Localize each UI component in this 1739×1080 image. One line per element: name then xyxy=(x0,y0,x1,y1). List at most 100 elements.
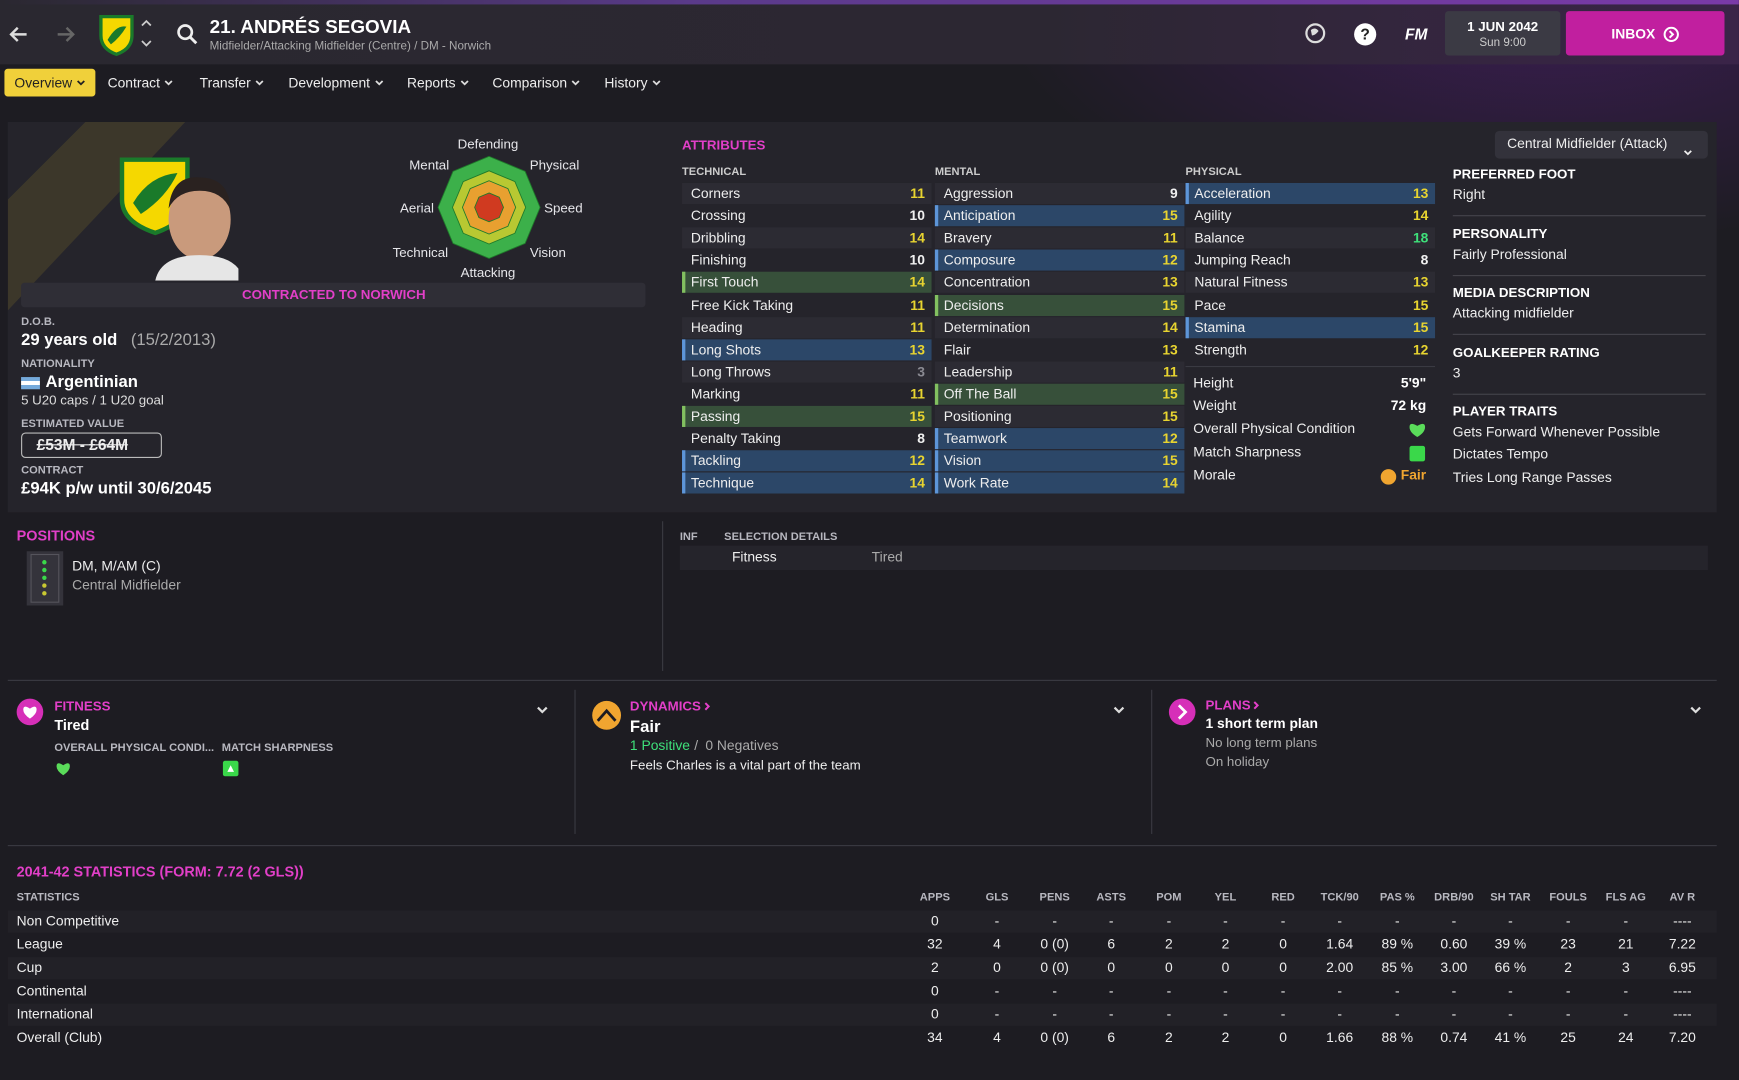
icon-part xyxy=(42,567,47,573)
attribute-value: 14 xyxy=(1162,475,1178,492)
attribute-name: Agility xyxy=(1194,208,1232,224)
inbox-arrow xyxy=(1663,26,1679,43)
player-name: 21. ANDRÉS SEGOVIA xyxy=(209,16,412,38)
chevron-path xyxy=(572,79,580,85)
icon-part xyxy=(42,560,47,565)
inf-header: INF xyxy=(679,531,698,544)
fitness-title: FITNESS xyxy=(54,698,111,714)
stats-cell: 0 (0) xyxy=(1040,1029,1069,1046)
icon-part xyxy=(1354,23,1377,46)
fitness-sublabel: MATCH SHARPNESS xyxy=(221,741,334,755)
date-box[interactable] xyxy=(1445,11,1561,56)
stats-cell: - xyxy=(1565,1006,1571,1022)
back-arrow[interactable] xyxy=(9,26,27,42)
attribute-name: Pace xyxy=(1194,297,1226,313)
attribute-name: Technique xyxy=(690,475,755,492)
icon-part xyxy=(42,583,47,588)
separator xyxy=(1452,215,1706,217)
expand-chevron[interactable] xyxy=(1113,706,1125,714)
chevron-path xyxy=(164,79,173,85)
fm-logo[interactable]: FM xyxy=(1404,25,1428,43)
tab-label: Overview xyxy=(14,74,73,91)
role-dropdown[interactable] xyxy=(1494,130,1708,159)
help-bg[interactable] xyxy=(1353,22,1377,46)
attribute-name: Heading xyxy=(690,319,743,336)
stats-cell: - xyxy=(1166,913,1172,929)
chevron xyxy=(374,79,383,85)
separator xyxy=(1452,393,1706,395)
positions-title: POSITIONS xyxy=(16,527,96,544)
attribute-value: 11 xyxy=(1163,364,1178,380)
tab[interactable]: History xyxy=(594,69,670,97)
tab[interactable]: Development xyxy=(278,69,393,97)
icon-part xyxy=(596,708,617,722)
separator xyxy=(1151,689,1153,834)
switch-player[interactable] xyxy=(141,19,152,47)
attribute-value: 13 xyxy=(1162,274,1178,291)
help-icon[interactable]: ? xyxy=(1360,25,1370,43)
expand-chevron[interactable] xyxy=(1690,706,1701,714)
attribute-row xyxy=(934,249,1185,271)
chevron xyxy=(77,79,86,85)
tab[interactable]: Reports xyxy=(397,69,479,97)
inbox-button[interactable] xyxy=(1565,11,1725,56)
icon-part xyxy=(168,179,231,260)
stats-cell: 0 xyxy=(1279,959,1287,976)
stats-cell: Overall (Club) xyxy=(16,1029,103,1046)
tab[interactable]: Overview xyxy=(4,68,96,97)
stats-header: PAS % xyxy=(1379,891,1415,904)
stats-cell: League xyxy=(16,936,63,953)
icon-part xyxy=(704,702,711,711)
stats-cell: 41 % xyxy=(1494,1029,1527,1046)
attribute-name: Work Rate xyxy=(943,475,1009,492)
stats-cell: 0 xyxy=(931,913,939,929)
stats-cell: 3 xyxy=(1621,959,1630,976)
radar-label: Speed xyxy=(544,200,583,217)
forward-arrow[interactable] xyxy=(57,26,75,42)
expand-chevron[interactable] xyxy=(537,706,548,714)
attribute-name: Composure xyxy=(943,252,1016,269)
attribute-row xyxy=(934,182,1185,205)
stats-header: POM xyxy=(1156,891,1182,904)
tab-label: Reports xyxy=(407,74,456,91)
stats-cell: - xyxy=(1565,913,1571,929)
date: 1 JUN 2042 xyxy=(1467,18,1539,35)
attribute-name: Finishing xyxy=(690,252,747,269)
icon-part xyxy=(1668,30,1675,39)
tab[interactable]: Comparison xyxy=(482,69,590,97)
stats-cell: 6.95 xyxy=(1668,959,1696,976)
attribute-row xyxy=(934,361,1185,383)
attribute-radar xyxy=(437,155,541,259)
attribute-row xyxy=(682,316,932,338)
stats-cell: 0 (0) xyxy=(1040,959,1069,976)
stats-cell: 34 xyxy=(927,1029,943,1046)
stats-cell: 0 xyxy=(1221,959,1230,976)
stats-cell: - xyxy=(1337,913,1342,929)
radar-label: Vision xyxy=(529,244,566,261)
attribute-name: Concentration xyxy=(943,274,1031,291)
attribute-name: Positioning xyxy=(943,408,1012,425)
world-icon[interactable] xyxy=(1302,20,1331,49)
info-label: GOALKEEPER RATING xyxy=(1452,344,1600,360)
stats-header: YEL xyxy=(1214,891,1237,904)
attribute-name: Bravery xyxy=(943,230,992,246)
icon-part xyxy=(42,575,47,581)
plans-title[interactable]: PLANS xyxy=(1205,697,1251,713)
stats-cell: - xyxy=(994,1006,1000,1022)
role[interactable]: Central Midfielder (Attack) xyxy=(1507,135,1668,152)
tab[interactable]: Transfer xyxy=(190,69,274,97)
separator xyxy=(574,689,576,834)
attribute-row xyxy=(934,405,1185,427)
stats-cell: - xyxy=(1223,983,1228,999)
attribute-value: 8 xyxy=(1420,252,1429,269)
dynamics-status: Fair xyxy=(629,717,661,737)
crest-bird xyxy=(107,26,127,45)
info-label: PERSONALITY xyxy=(1452,225,1548,241)
selection-label: Fitness xyxy=(731,549,777,566)
info-value: Dictates Tempo xyxy=(1452,446,1549,463)
search-icon[interactable] xyxy=(177,24,194,41)
stats-cell: 0 xyxy=(931,1006,939,1022)
tab[interactable]: Contract xyxy=(98,69,184,97)
dynamics-title[interactable]: DYNAMICS xyxy=(629,698,701,714)
